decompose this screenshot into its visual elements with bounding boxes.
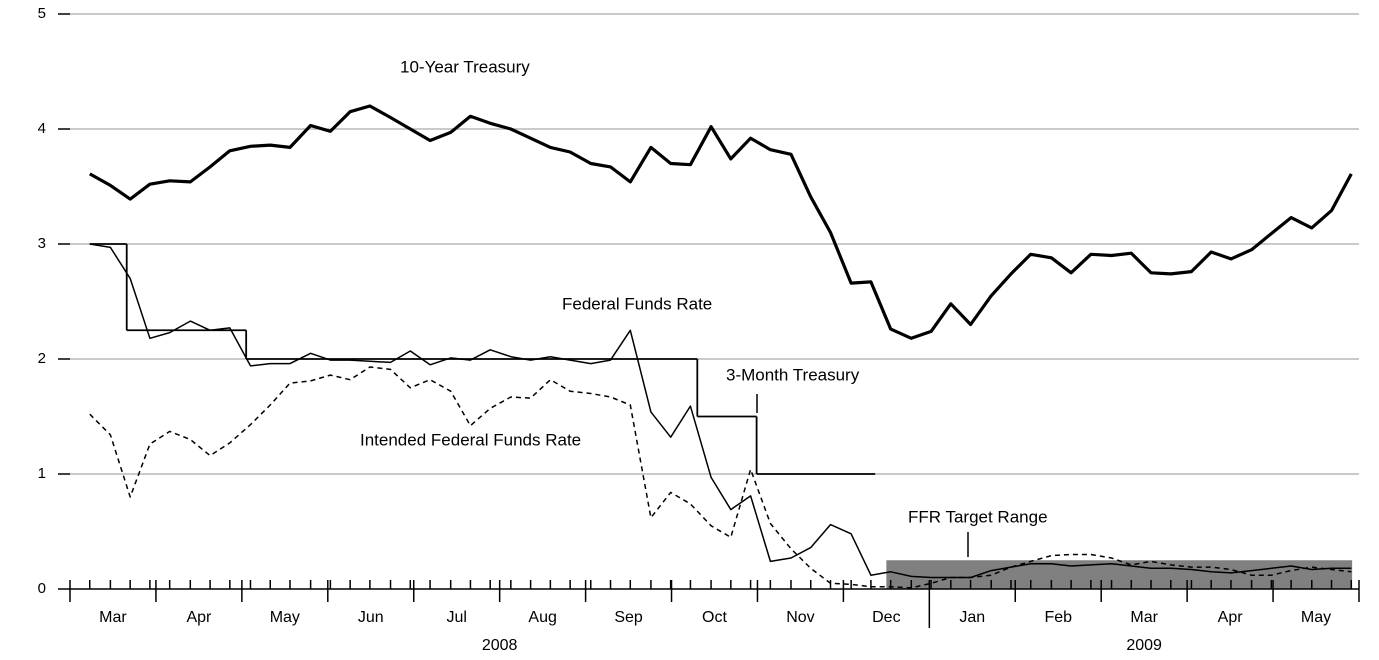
series-label: 10-Year Treasury xyxy=(400,57,530,76)
x-tick-label: Apr xyxy=(1218,609,1244,626)
x-tick-label: Apr xyxy=(186,609,212,626)
y-tick-label: 4 xyxy=(38,120,46,137)
y-tick-label: 3 xyxy=(38,235,46,252)
x-tick-label: Dec xyxy=(872,609,900,626)
x-tick-label: Jul xyxy=(446,609,466,626)
y-tick-label: 0 xyxy=(38,580,46,597)
series-line xyxy=(89,243,1352,579)
series-label: Federal Funds Rate xyxy=(562,294,712,313)
year-label: 2008 xyxy=(482,637,518,654)
y-tick-label: 2 xyxy=(38,350,46,367)
x-tick-label: Mar xyxy=(1130,609,1158,626)
x-tick-label: Mar xyxy=(99,609,127,626)
x-tick-label: May xyxy=(270,609,300,626)
x-tick-label: Aug xyxy=(528,609,556,626)
year-label: 2009 xyxy=(1126,637,1162,654)
y-tick-label: 5 xyxy=(38,5,46,22)
series-line xyxy=(89,366,1352,589)
series-label: Intended Federal Funds Rate xyxy=(360,430,581,449)
x-tick-label: Jun xyxy=(358,609,384,626)
x-tick-label: Jan xyxy=(959,609,985,626)
x-tick-label: Nov xyxy=(786,609,814,626)
x-tick-label: May xyxy=(1301,609,1331,626)
range-label: FFR Target Range xyxy=(908,507,1048,526)
x-tick-label: Sep xyxy=(614,609,643,626)
x-tick-label: Oct xyxy=(702,609,727,626)
x-tick-label: Feb xyxy=(1044,609,1072,626)
series-label: 3-Month Treasury xyxy=(726,365,860,384)
series-line xyxy=(89,104,1353,340)
y-tick-label: 1 xyxy=(38,465,46,482)
